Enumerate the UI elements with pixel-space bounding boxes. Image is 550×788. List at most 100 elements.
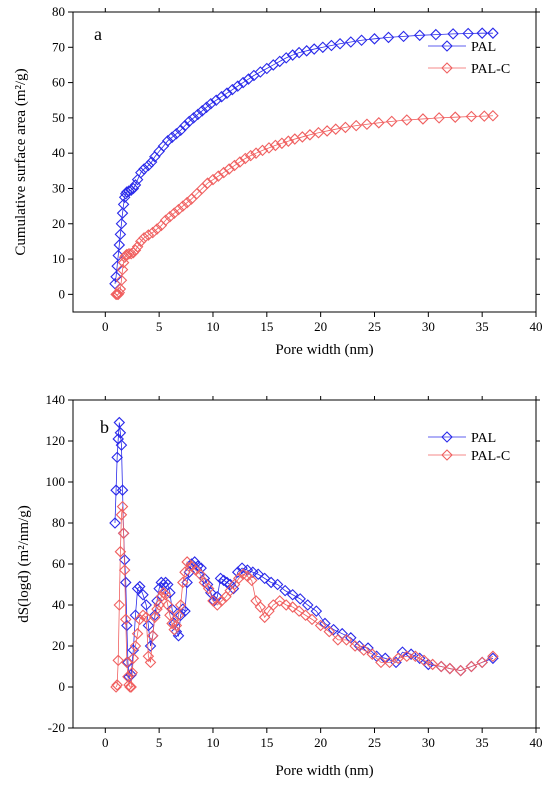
data-point [159, 214, 172, 227]
y-tick-label: 40 [52, 145, 65, 160]
y-tick-label: 80 [52, 4, 65, 19]
data-point [170, 619, 183, 632]
data-point [113, 239, 126, 251]
data-point [133, 580, 146, 593]
data-point [146, 226, 159, 239]
data-point [146, 629, 159, 642]
x-tick-label: 30 [422, 319, 435, 334]
data-point [117, 527, 130, 540]
data-point [117, 256, 130, 269]
data-point [113, 599, 126, 611]
y-tick-label: 120 [46, 433, 66, 448]
data-point [212, 170, 225, 182]
data-point [478, 110, 491, 122]
y-tick-label: 80 [52, 515, 65, 530]
data-point [334, 37, 346, 50]
data-point [109, 517, 121, 529]
data-point [294, 593, 306, 605]
data-point [409, 650, 422, 663]
data-point [279, 584, 291, 597]
x-tick-label: 30 [422, 735, 435, 750]
data-point [339, 121, 352, 134]
data-point [221, 87, 233, 99]
data-point [265, 576, 277, 589]
data-point [263, 142, 275, 154]
data-point [114, 283, 127, 295]
panel-a: 0 5 10 15 20 25 30 35 40 0 10 20 30 40 50 60 70 80 Pore wi… [13, 4, 543, 358]
x-tick-label: 15 [260, 735, 273, 750]
series-pal-c [110, 500, 499, 693]
data-point [118, 564, 131, 576]
x-tick-label: 0 [102, 735, 109, 750]
data-point [111, 679, 123, 691]
data-point [332, 634, 344, 646]
data-point [116, 207, 129, 219]
data-point [366, 648, 379, 660]
data-point [115, 439, 128, 451]
legend-item: PAL-C [428, 449, 510, 464]
data-point [210, 94, 222, 107]
x-tick-label: 35 [476, 319, 489, 334]
x-tick-label: 25 [368, 735, 381, 750]
data-point [137, 609, 149, 622]
data-point [157, 578, 170, 591]
data-point [196, 105, 208, 117]
data-point [226, 83, 239, 96]
y-tick-label: 50 [52, 110, 65, 125]
data-point [200, 101, 213, 114]
data-point [244, 149, 257, 162]
data-point [174, 124, 187, 137]
data-point [151, 603, 163, 615]
data-point [252, 568, 264, 581]
data-point [357, 644, 370, 656]
data-point [126, 666, 138, 679]
y-tick-label: 30 [52, 180, 65, 195]
data-point [121, 619, 133, 632]
data-point [129, 640, 142, 652]
data-point [142, 650, 155, 663]
data-point [114, 228, 127, 241]
data-point [476, 27, 488, 39]
data-point [155, 591, 168, 603]
y-tick-label: 140 [46, 392, 66, 407]
data-point [286, 601, 299, 613]
data-point [323, 625, 336, 638]
data-point [385, 115, 398, 128]
data-point [166, 131, 178, 144]
data-point [239, 152, 252, 165]
data-point [121, 248, 133, 261]
data-point [221, 576, 233, 589]
data-point [375, 656, 387, 669]
data-point [159, 588, 172, 601]
x-tick-label: 35 [476, 735, 489, 750]
data-point [422, 658, 435, 671]
panel-letter: b [100, 417, 109, 437]
data-point [115, 509, 128, 521]
data-point [112, 249, 125, 262]
data-point [383, 656, 396, 669]
y-tick-label: 60 [52, 556, 65, 571]
data-point [127, 182, 140, 195]
data-point [355, 34, 368, 47]
legend-item: PAL [428, 431, 496, 446]
data-point [112, 654, 125, 667]
data-point [205, 97, 217, 110]
data-point [293, 605, 305, 617]
data-point [345, 36, 357, 48]
data-point [401, 114, 413, 126]
data-point [131, 582, 144, 595]
data-point [242, 73, 255, 85]
data-point [447, 28, 459, 40]
data-point [224, 578, 236, 591]
data-point [208, 595, 220, 607]
x-tick-label: 20 [314, 319, 327, 334]
data-point [223, 163, 235, 175]
data-point [418, 654, 430, 667]
data-point [207, 173, 219, 186]
data-point [373, 117, 385, 129]
data-point [140, 611, 152, 624]
data-point [417, 113, 429, 125]
legend-label: PAL [471, 40, 496, 55]
data-point [329, 123, 342, 135]
data-point [179, 566, 191, 578]
